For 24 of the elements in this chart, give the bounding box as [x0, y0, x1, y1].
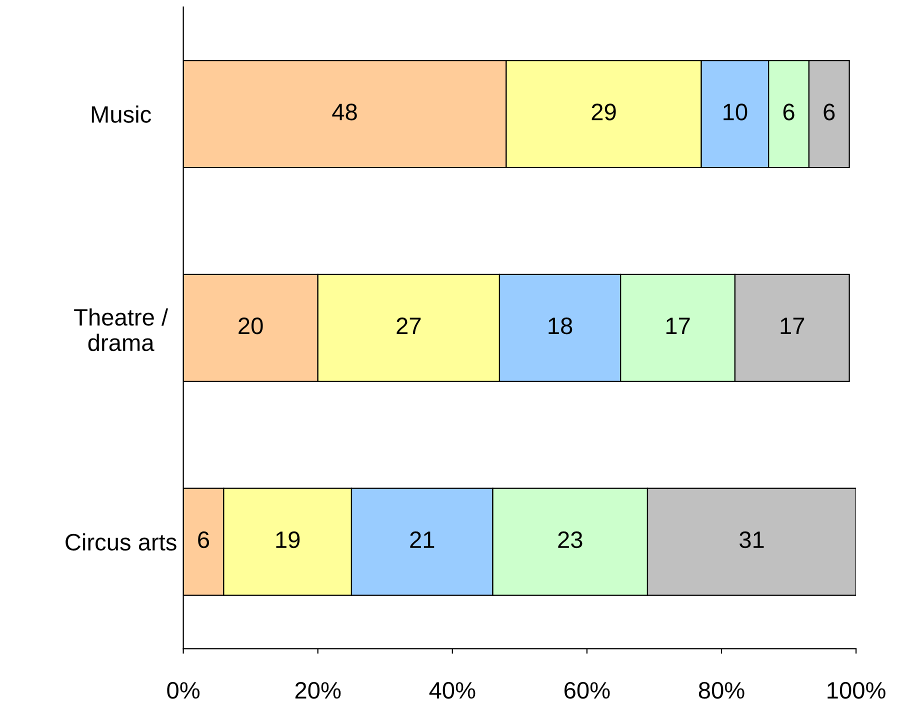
data-label: 17	[666, 318, 690, 334]
y-tick-label: Theatre / drama	[74, 308, 168, 352]
data-label: 6	[824, 104, 835, 120]
x-tick-label: 60%	[564, 682, 610, 699]
x-tick-label: 20%	[295, 682, 341, 699]
data-label: 23	[558, 531, 582, 548]
x-tick-label: 80%	[698, 682, 744, 699]
x-tick-label: 0%	[167, 682, 200, 699]
data-label: 6	[783, 104, 794, 120]
data-label: 20	[238, 318, 263, 334]
data-label: 19	[276, 531, 300, 548]
x-tick-label: 100%	[828, 682, 886, 699]
y-tick-label: Circus arts	[66, 533, 176, 551]
data-label: 21	[410, 531, 434, 548]
data-label: 17	[780, 318, 804, 334]
data-label: 29	[592, 104, 616, 120]
data-label: 27	[396, 318, 421, 334]
data-label: 18	[548, 318, 572, 334]
y-tick-label: Music	[92, 105, 152, 123]
x-tick-label: 40%	[429, 682, 476, 699]
data-label: 48	[332, 104, 357, 120]
data-label: 31	[740, 531, 764, 548]
data-label: 6	[198, 531, 210, 548]
data-label: 10	[724, 104, 748, 120]
